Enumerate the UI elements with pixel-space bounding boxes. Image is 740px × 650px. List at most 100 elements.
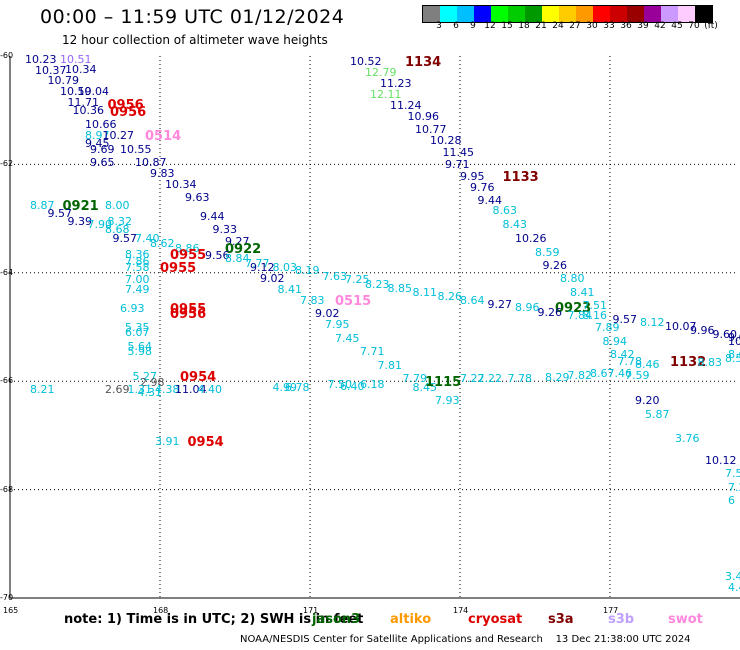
colorbar-label: 24 — [552, 21, 564, 31]
colorbar-label: 30 — [586, 21, 598, 31]
wave-height-label: 8.97 — [85, 128, 110, 142]
wave-height-label: 10.23 — [25, 53, 57, 67]
wave-height-label: 4.99 — [272, 380, 298, 394]
wave-height-label: 3.47 — [725, 570, 740, 584]
wave-height-label: 8.45 — [412, 380, 438, 394]
wave-height-label: 8.11 — [412, 285, 438, 299]
pass-time-label: 1115 — [425, 375, 462, 391]
wave-height-label: 8.00 — [105, 199, 130, 213]
wave-height-label: 9.12 — [250, 261, 275, 275]
wave-height-label: 11.71 — [67, 96, 100, 110]
wave-height-label: 3.76 — [675, 432, 700, 446]
wave-height-label: 7.89 — [595, 321, 620, 334]
wave-height-label: 10.12 — [705, 453, 737, 467]
colorbar-swatch — [423, 6, 440, 22]
wave-height-label: 4.40 — [197, 383, 223, 397]
wave-height-label: 9.56 — [205, 249, 230, 263]
colorbar-label: 42 — [654, 21, 666, 31]
wave-height-label: 9.57 — [47, 207, 73, 221]
wave-height-label: 9.45 — [85, 136, 110, 150]
wave-height-label: 10.04 — [77, 85, 110, 99]
wave-height-label: 8.41 — [570, 285, 595, 299]
colorbar-label: (ft) — [704, 21, 718, 31]
wave-height-label: 7.22 — [460, 372, 485, 386]
colorbar-swatch — [576, 6, 593, 22]
wave-height-label: 8.23 — [365, 277, 390, 291]
pass-time-label: 0515 — [335, 293, 372, 309]
wave-height-label: 7.51 — [582, 299, 608, 313]
wave-height-label: 9.33 — [212, 223, 238, 237]
colorbar-swatch — [695, 6, 712, 22]
wave-height-label: 8.29 — [545, 370, 570, 384]
wave-height-label: 6 — [728, 494, 735, 508]
colorbar-label: 6 — [453, 21, 459, 31]
colorbar-label: 33 — [603, 21, 615, 31]
wave-height-label: 7.45 — [335, 331, 360, 345]
colorbar-swatch — [525, 6, 542, 22]
pass-time-label: 0956 — [170, 307, 207, 323]
wave-height-label: 10.34 — [165, 177, 197, 191]
wave-height-label: 3.91 — [155, 434, 180, 448]
wave-height-label: 7.23 — [728, 480, 740, 494]
latitude-label: -62 — [0, 159, 14, 169]
wave-height-label: 10.37 — [35, 63, 67, 77]
wave-height-label: 8.46 — [635, 357, 660, 371]
colorbar-swatch — [627, 6, 644, 22]
wave-height-label: 8.12 — [640, 315, 665, 329]
colorbar-swatch — [542, 6, 559, 22]
satellite-legend-jason3: jason3 — [312, 612, 361, 627]
colorbar-label: 39 — [637, 21, 649, 31]
wave-height-label: 7.46 — [607, 367, 633, 381]
wave-height-label: 10.87 — [135, 155, 167, 169]
pass-time-label: 0955 — [170, 247, 207, 263]
wave-height-label: 9.44 — [477, 193, 503, 207]
wave-height-label: 9.67 — [728, 330, 740, 344]
wave-height-label: 10 — [728, 334, 740, 348]
wave-height-label: 7.55 — [725, 467, 740, 481]
pass-time-label: 1134 — [405, 55, 442, 71]
wave-height-label: 8.32 — [107, 215, 133, 229]
wave-height-label: 10.36 — [72, 104, 105, 118]
wave-height-label: 8.84 — [225, 251, 250, 265]
wave-height-label: 2.98 — [140, 376, 165, 390]
wave-height-label: 7.77 — [245, 257, 270, 271]
wave-height-label: 5.64 — [127, 339, 153, 353]
wave-height-label: 7.90 — [87, 218, 113, 232]
wave-height-label: 8.59 — [535, 246, 560, 260]
wave-height-label: 8.36 — [125, 247, 150, 261]
wave-height-label: 10.27 — [102, 128, 135, 142]
longitude-label: 177 — [603, 606, 619, 615]
wave-height-label: 8.64 — [460, 293, 485, 307]
wave-height-label: 7.22 — [477, 372, 503, 386]
colorbar-label: 3 — [436, 21, 442, 31]
wave-height-label: 8.68 — [105, 223, 130, 237]
wave-height-label: 9.95 — [460, 170, 485, 184]
wave-height-label: 9.65 — [90, 155, 115, 169]
wave-height-label: 9.96 — [690, 323, 715, 337]
wave-height-label: 8.94 — [602, 334, 628, 348]
wave-height-label: 9.71 — [445, 158, 470, 172]
wave-height-label: 4.38 — [155, 383, 180, 397]
wave-height-label: 10.59 — [60, 85, 92, 99]
wave-height-label: 8.80 — [560, 272, 585, 286]
colorbar-swatch — [610, 6, 627, 22]
wave-height-label: 5.27 — [132, 369, 158, 383]
wave-height-label: 9.02 — [260, 272, 285, 286]
colorbar-label: 15 — [501, 21, 513, 31]
wave-height-label: 9.60 — [712, 327, 738, 341]
colorbar-swatch — [474, 6, 491, 22]
pass-time-label: 0954 — [180, 369, 217, 385]
wave-height-label: 4.4 — [728, 581, 740, 595]
wave-height-label: 11.23 — [380, 77, 412, 91]
wave-height-label: 10.96 — [407, 109, 440, 123]
wave-height-label: 10.55 — [120, 143, 152, 157]
colorbar-label: 18 — [518, 21, 530, 31]
wave-height-label: 6.78 — [285, 380, 310, 394]
wave-height-label: 8.67 — [590, 367, 615, 381]
longitude-label: 174 — [453, 606, 469, 615]
colorbar-label: 9 — [470, 21, 476, 31]
wave-height-label: 8.83 — [697, 356, 723, 370]
latitude-label: -64 — [0, 267, 14, 277]
pass-time-label: 0923 — [555, 300, 592, 316]
pass-time-label: 0956 — [110, 105, 147, 121]
